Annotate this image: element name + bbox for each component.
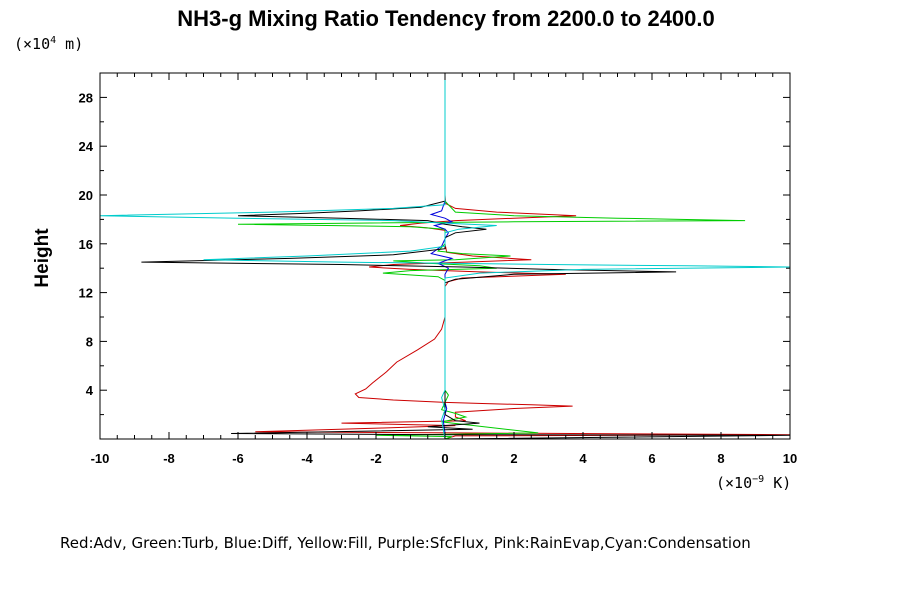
x-unit-exponent: −9 <box>752 474 764 485</box>
y-unit-exponent: 4 <box>50 35 56 46</box>
y-tick-label: 24 <box>79 139 94 154</box>
series-line-red <box>255 73 790 439</box>
series-line-cyan <box>100 73 790 439</box>
y-axis-unit: (×104 m) <box>14 35 83 53</box>
y-tick-label: 16 <box>79 237 93 252</box>
x-tick-label: 6 <box>648 451 655 466</box>
y-unit-tail: m) <box>56 35 83 53</box>
x-tick-label: -4 <box>301 451 313 466</box>
x-axis-ticks: -10 -8 -6 -4 -2 0 2 4 6 8 10 <box>91 73 797 466</box>
y-axis-label: Height <box>32 228 53 288</box>
y-tick-label: 4 <box>86 383 94 398</box>
x-tick-label: -10 <box>91 451 110 466</box>
y-tick-label: 20 <box>79 188 93 203</box>
series-line-black <box>141 73 790 439</box>
x-unit-base: (×10 <box>716 474 752 492</box>
y-tick-label: 8 <box>86 334 93 349</box>
plot-area <box>100 73 790 439</box>
x-tick-label: -6 <box>232 451 244 466</box>
y-axis-ticks: 4 8 12 16 20 24 28 <box>79 90 790 416</box>
x-tick-label: 0 <box>441 451 448 466</box>
chart-title: NH3-g Mixing Ratio Tendency from 2200.0 … <box>177 6 715 31</box>
x-tick-label: 10 <box>783 451 797 466</box>
x-tick-label: 4 <box>579 451 587 466</box>
x-tick-label: -2 <box>370 451 382 466</box>
series-line-blue <box>429 73 454 439</box>
y-tick-label: 28 <box>79 90 93 105</box>
x-tick-label: -8 <box>163 451 175 466</box>
x-axis-unit: (×10−9 K) <box>716 474 791 492</box>
x-tick-label: 2 <box>510 451 517 466</box>
y-unit-base: (×10 <box>14 35 50 53</box>
x-tick-label: 8 <box>717 451 724 466</box>
legend-text: Red:Adv, Green:Turb, Blue:Diff, Yellow:F… <box>60 534 751 552</box>
x-unit-tail: K) <box>764 474 791 492</box>
y-tick-label: 12 <box>79 286 93 301</box>
